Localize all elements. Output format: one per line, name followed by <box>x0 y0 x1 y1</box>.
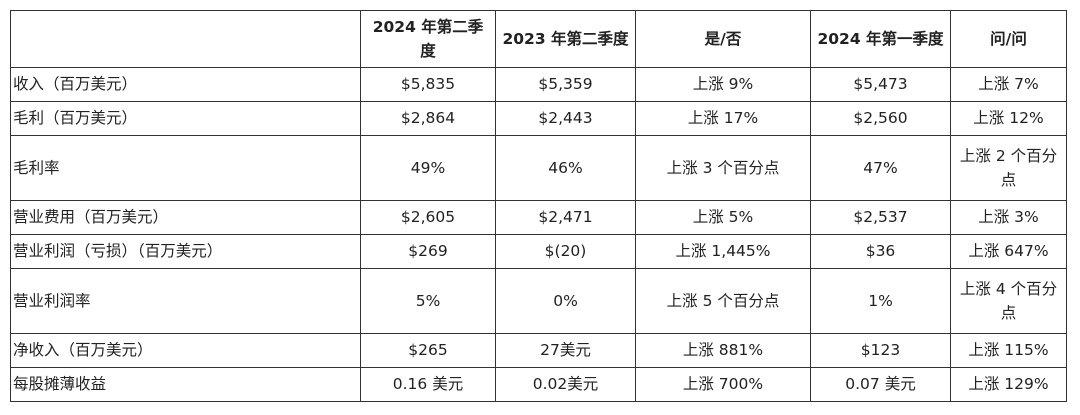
cell: 上涨 4 个百分点 <box>950 268 1067 334</box>
cell: 0.02美元 <box>495 367 636 402</box>
cell: 上涨 115% <box>950 333 1067 368</box>
cell: $123 <box>810 333 951 368</box>
cell: 上涨 5% <box>635 200 811 235</box>
header-row: 2024 年第二季度 2023 年第二季度 是/否 2024 年第一季度 问/问 <box>10 10 1067 68</box>
row-label: 收入（百万美元） <box>10 67 361 102</box>
cell: $(20) <box>495 234 636 269</box>
cell: $2,864 <box>360 101 496 136</box>
cell: $36 <box>810 234 951 269</box>
cell: 49% <box>360 135 496 201</box>
cell: 上涨 17% <box>635 101 811 136</box>
table-row: 营业利润（亏损）（百万美元） $269 $(20) 上涨 1,445% $36 上涨 64… <box>10 234 1067 269</box>
corner-cell <box>10 10 361 68</box>
cell: $265 <box>360 333 496 368</box>
cell: 上涨 5 个百分点 <box>635 268 811 334</box>
row-label: 营业费用（百万美元） <box>10 200 361 235</box>
cell: 上涨 700% <box>635 367 811 402</box>
cell: 上涨 2 个百分点 <box>950 135 1067 201</box>
cell: $5,359 <box>495 67 636 102</box>
cell: 上涨 7% <box>950 67 1067 102</box>
table-row: 收入（百万美元） $5,835 $5,359 上涨 9% $5,473 上涨 7% <box>10 67 1067 102</box>
table-row: 营业费用（百万美元） $2,605 $2,471 上涨 5% $2,537 上涨 3% <box>10 200 1067 235</box>
table-row: 毛利率 49% 46% 上涨 3 个百分点 47% 上涨 2 个百分点 <box>10 135 1067 201</box>
table-row: 营业利润率 5% 0% 上涨 5 个百分点 1% 上涨 4 个百分点 <box>10 268 1067 334</box>
header-cell: 是/否 <box>635 10 811 68</box>
cell: 上涨 3 个百分点 <box>635 135 811 201</box>
table-row: 每股摊薄收益 0.16 美元 0.02美元 上涨 700% 0.07 美元 上涨 129% <box>10 367 1067 402</box>
table-body: 收入（百万美元） $5,835 $5,359 上涨 9% $5,473 上涨 7% 毛利（百… <box>10 67 1067 402</box>
cell: 上涨 881% <box>635 333 811 368</box>
row-label: 营业利润（亏损）（百万美元） <box>10 234 361 269</box>
row-label: 净收入（百万美元） <box>10 333 361 368</box>
cell: 47% <box>810 135 951 201</box>
cell: $2,560 <box>810 101 951 136</box>
header-cell: 2023 年第二季度 <box>495 10 636 68</box>
cell: $5,473 <box>810 67 951 102</box>
financial-table: 2024 年第二季度 2023 年第二季度 是/否 2024 年第一季度 问/问 收入（… <box>10 10 1067 402</box>
cell: 上涨 1,445% <box>635 234 811 269</box>
row-label: 毛利率 <box>10 135 361 201</box>
cell: 上涨 129% <box>950 367 1067 402</box>
cell: $2,605 <box>360 200 496 235</box>
header-cell: 2024 年第二季度 <box>360 10 496 68</box>
cell: 上涨 12% <box>950 101 1067 136</box>
header-cell: 2024 年第一季度 <box>810 10 951 68</box>
cell: $5,835 <box>360 67 496 102</box>
cell: 上涨 9% <box>635 67 811 102</box>
cell: 1% <box>810 268 951 334</box>
cell: $2,471 <box>495 200 636 235</box>
header-cell: 问/问 <box>950 10 1067 68</box>
cell: 27美元 <box>495 333 636 368</box>
cell: $2,443 <box>495 101 636 136</box>
cell: 0.16 美元 <box>360 367 496 402</box>
row-label: 毛利（百万美元） <box>10 101 361 136</box>
cell: 46% <box>495 135 636 201</box>
cell: 5% <box>360 268 496 334</box>
cell: $2,537 <box>810 200 951 235</box>
cell: 上涨 647% <box>950 234 1067 269</box>
table-row: 毛利（百万美元） $2,864 $2,443 上涨 17% $2,560 上涨 12% <box>10 101 1067 136</box>
row-label: 每股摊薄收益 <box>10 367 361 402</box>
table-row: 净收入（百万美元） $265 27美元 上涨 881% $123 上涨 115% <box>10 333 1067 368</box>
cell: 0.07 美元 <box>810 367 951 402</box>
cell: 上涨 3% <box>950 200 1067 235</box>
row-label: 营业利润率 <box>10 268 361 334</box>
cell: 0% <box>495 268 636 334</box>
cell: $269 <box>360 234 496 269</box>
